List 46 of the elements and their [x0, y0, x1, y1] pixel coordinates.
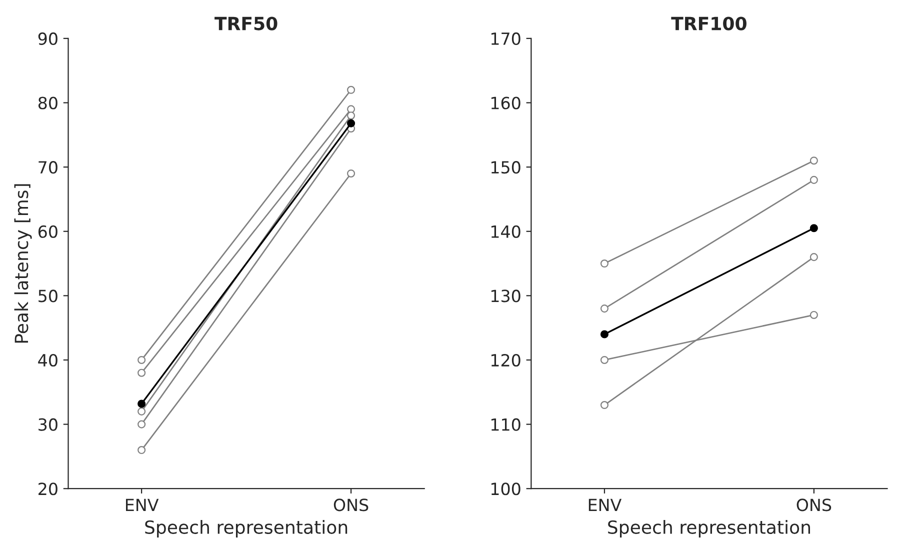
point [347, 112, 356, 120]
point [138, 407, 146, 416]
point [138, 420, 146, 428]
y-tick-label: 120 [491, 354, 520, 367]
point [347, 86, 356, 94]
x-tick-label: ONS [796, 498, 832, 512]
point [138, 446, 146, 454]
y-tick-label: 130 [491, 290, 520, 302]
y-tick-label: 160 [491, 96, 520, 110]
point [600, 330, 608, 338]
y-tick-label: 60 [38, 225, 58, 238]
point [347, 105, 356, 114]
x-tick-label: ENV [126, 498, 159, 511]
x-tick-label: ONS [334, 498, 368, 512]
point [810, 310, 818, 319]
chart-title: TRF50 [214, 16, 278, 30]
chart-title: TRF100 [671, 16, 746, 30]
y-tick-label: 100 [491, 482, 520, 496]
y-tick-label: 70 [38, 161, 58, 174]
x-axis-title: Speech representation [608, 520, 810, 538]
point [810, 156, 818, 165]
point [600, 304, 608, 313]
y-tick-label: 80 [38, 96, 58, 110]
point [600, 259, 608, 268]
y-tick-label: 110 [491, 418, 520, 431]
y-tick-label: 30 [38, 418, 58, 431]
x-tick-label: ENV [588, 498, 622, 511]
point [810, 224, 818, 232]
point [138, 368, 146, 377]
y-tick-label: 150 [491, 161, 520, 174]
point [810, 253, 818, 262]
y-axis-title: Peak latency [ms] [14, 184, 32, 343]
y-tick-label: 50 [38, 290, 58, 302]
point [600, 400, 608, 410]
y-tick-label: 90 [38, 32, 58, 45]
point [810, 176, 818, 184]
y-tick-label: 20 [38, 482, 58, 496]
y-tick-label: 170 [491, 32, 520, 45]
y-tick-label: 40 [38, 354, 58, 367]
point [138, 400, 146, 408]
y-tick-label: 140 [491, 225, 520, 238]
point [347, 119, 356, 128]
point [347, 169, 356, 178]
point [138, 356, 146, 364]
point [600, 356, 608, 364]
x-axis-title: Speech representation [145, 520, 348, 538]
